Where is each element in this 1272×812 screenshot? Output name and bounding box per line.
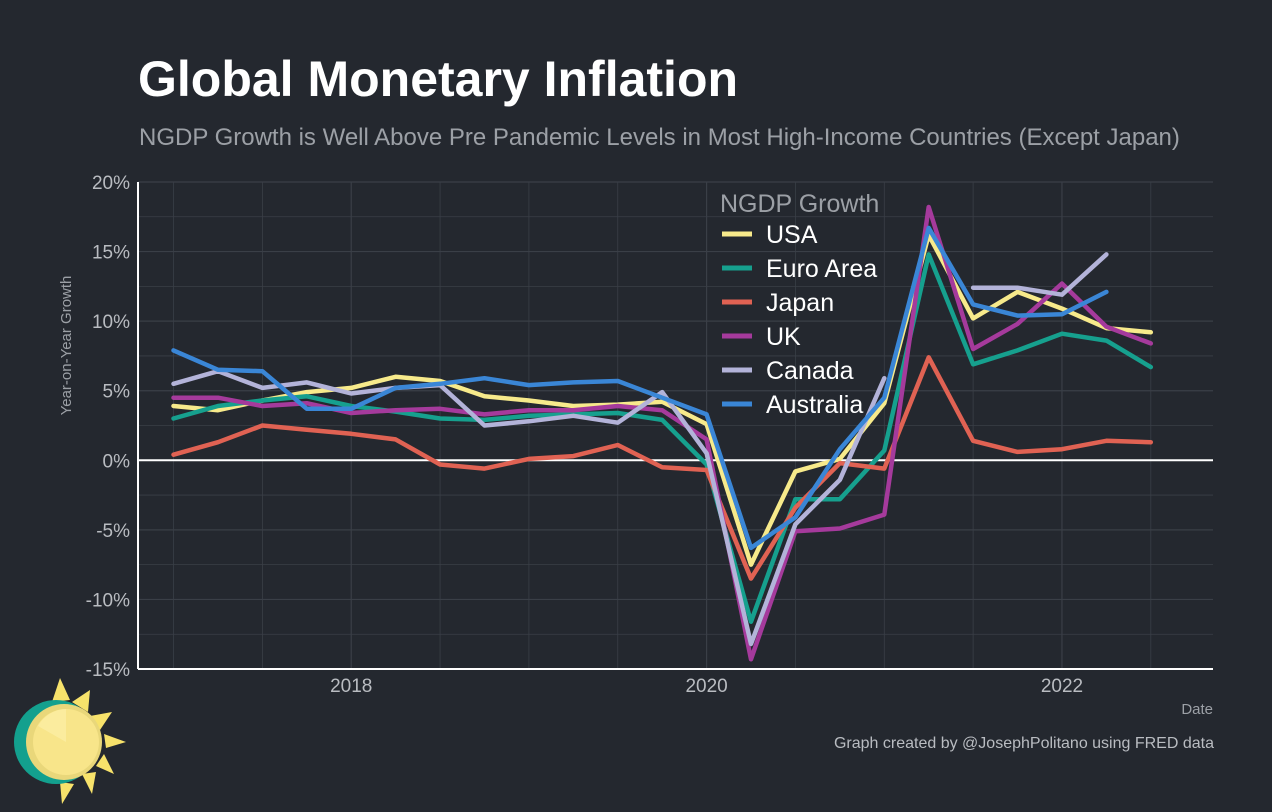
legend-label: Australia: [766, 391, 863, 419]
sun-logo-icon: [14, 678, 126, 804]
chart-subtitle: NGDP Growth is Well Above Pre Pandemic L…: [139, 124, 1180, 151]
series-line-canada: [171, 368, 887, 647]
y-axis-title: Year-on-Year Growth: [58, 276, 75, 416]
y-tick-label: -5%: [96, 521, 130, 542]
chart-title: Global Monetary Inflation: [138, 51, 739, 107]
legend-title: NGDP Growth: [720, 190, 879, 218]
y-tick-label: 0%: [103, 451, 131, 472]
series-line-japan: [171, 355, 1154, 581]
legend-label: Euro Area: [766, 255, 877, 283]
y-tick-label: -15%: [86, 660, 130, 681]
y-tick-label: 10%: [92, 312, 130, 333]
y-tick-label: 5%: [103, 382, 131, 403]
legend-label: Japan: [766, 289, 834, 317]
x-tick-label: 2018: [330, 676, 372, 697]
legend-label: UK: [766, 323, 801, 351]
series-line-canada: [970, 252, 1109, 297]
series-line-australia: [171, 225, 1109, 551]
y-tick-label: 20%: [92, 173, 130, 194]
x-axis-title: Date: [1181, 701, 1213, 718]
y-tick-label: -10%: [86, 590, 130, 611]
series-line-euro-area: [171, 252, 1154, 624]
source-credit: Graph created by @JosephPolitano using F…: [833, 735, 1214, 752]
y-tick-label: 15%: [92, 243, 130, 264]
legend-label: USA: [766, 221, 818, 249]
x-tick-label: 2020: [685, 676, 727, 697]
legend-label: Canada: [766, 357, 854, 385]
x-tick-label: 2022: [1041, 676, 1083, 697]
